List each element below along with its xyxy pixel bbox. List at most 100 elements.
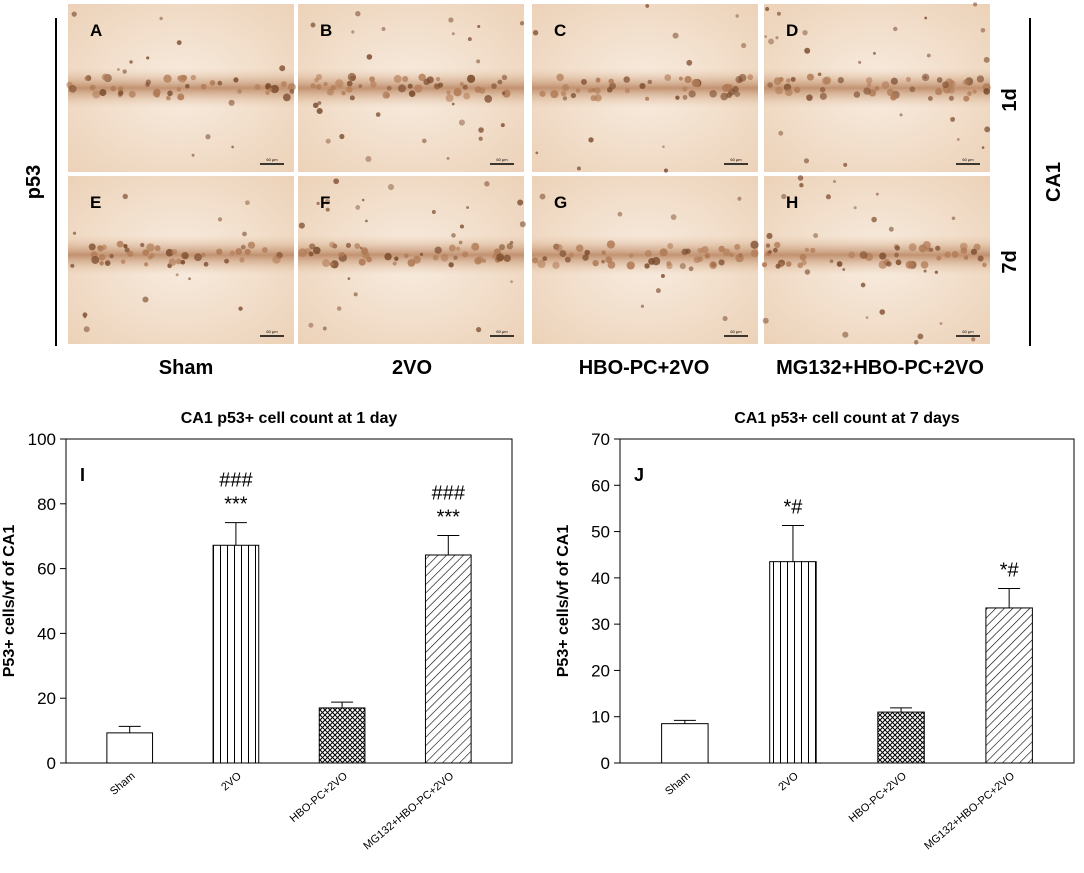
stained-nucleus: [559, 250, 567, 258]
x-tick-label: Sham: [108, 770, 138, 798]
stained-nucleus: [886, 88, 895, 97]
scattered-cell: [588, 137, 594, 143]
stained-nucleus: [84, 76, 90, 81]
stained-nucleus: [265, 90, 270, 95]
scattered-cell: [917, 333, 924, 340]
scattered-cell: [843, 162, 848, 167]
y-tick-label: 0: [601, 754, 610, 773]
stained-nucleus: [778, 77, 784, 82]
stained-nucleus: [905, 260, 914, 269]
stained-nucleus: [774, 241, 781, 249]
stained-nucleus: [797, 262, 804, 269]
significance-marker: *#: [783, 497, 803, 519]
scattered-cell: [279, 65, 286, 72]
scattered-cell: [722, 316, 728, 322]
stained-nucleus: [346, 80, 353, 87]
scattered-cell: [451, 233, 456, 238]
stained-nucleus: [497, 79, 503, 85]
chart-title: CA1 p53+ cell count at 7 days: [734, 410, 960, 427]
stained-nucleus: [315, 84, 322, 90]
scattered-cell: [764, 35, 767, 38]
scattered-cell: [888, 226, 894, 232]
scattered-cell: [448, 17, 454, 23]
stained-nucleus: [628, 253, 634, 259]
stained-nucleus: [784, 88, 793, 97]
scattered-cell: [971, 337, 976, 342]
scattered-cell: [316, 107, 323, 115]
stained-nucleus: [448, 244, 456, 252]
stained-nucleus: [918, 244, 927, 253]
stained-nucleus: [664, 74, 672, 81]
scattered-cell: [564, 256, 571, 263]
stained-nucleus: [127, 250, 134, 257]
stained-nucleus: [453, 88, 462, 97]
panel-letter-d: D: [786, 21, 798, 40]
stained-nucleus: [936, 77, 943, 83]
stained-nucleus: [145, 79, 152, 85]
stained-nucleus: [623, 76, 630, 83]
stained-nucleus: [804, 247, 810, 252]
scattered-cell: [762, 317, 769, 324]
micrograph-d: 60 μm D: [764, 2, 991, 172]
stained-nucleus: [471, 242, 480, 251]
stained-nucleus: [341, 90, 346, 96]
scattered-cell: [310, 22, 316, 28]
stained-nucleus: [532, 257, 539, 264]
stained-nucleus: [799, 253, 807, 261]
stained-nucleus: [308, 251, 314, 257]
stained-nucleus: [244, 248, 251, 256]
scattered-cell: [365, 219, 368, 223]
scattered-cell: [453, 255, 458, 261]
scattered-cell: [336, 306, 342, 311]
stained-nucleus: [908, 243, 917, 252]
stained-nucleus: [667, 243, 674, 249]
bar-sham: [106, 732, 154, 764]
scattered-cell: [899, 113, 903, 117]
stained-nucleus: [116, 240, 124, 248]
scattered-cell: [660, 274, 665, 279]
panel-letter-j: J: [634, 465, 644, 485]
stained-nucleus: [167, 90, 173, 96]
micrograph-f: 60 μm F: [298, 176, 526, 344]
stained-nucleus: [289, 89, 295, 94]
stained-nucleus: [801, 260, 807, 266]
significance-marker: ###: [432, 483, 466, 505]
stained-nucleus: [806, 94, 813, 101]
scattered-cell: [519, 221, 526, 228]
stained-nucleus: [607, 87, 613, 93]
stained-nucleus: [765, 243, 771, 248]
stained-nucleus: [810, 247, 816, 254]
stained-nucleus: [537, 259, 546, 269]
stained-nucleus: [335, 79, 344, 88]
scattered-cell: [122, 193, 128, 200]
stained-nucleus: [976, 75, 985, 83]
stained-nucleus: [177, 93, 185, 101]
scattered-cell: [842, 331, 849, 338]
scattered-cell: [984, 126, 991, 133]
stained-nucleus: [948, 80, 956, 88]
stained-nucleus: [648, 257, 656, 265]
stained-nucleus: [146, 243, 155, 252]
x-tick-label: 2VO: [776, 770, 801, 794]
panel-letter-g: G: [554, 193, 567, 212]
stained-nucleus: [552, 261, 560, 269]
scattered-cell: [829, 259, 834, 264]
stained-nucleus: [729, 252, 734, 258]
stained-nucleus: [608, 78, 614, 85]
stained-nucleus: [793, 86, 801, 93]
scattered-cell: [775, 36, 779, 40]
scattered-cell: [672, 32, 679, 39]
stained-nucleus: [309, 243, 316, 250]
stained-nucleus: [432, 254, 439, 261]
stained-nucleus: [423, 78, 430, 86]
plot-frame: [619, 438, 1075, 764]
scale-bar-label: 60 μm: [962, 157, 974, 162]
stained-nucleus: [626, 261, 635, 270]
scattered-cell: [205, 134, 211, 140]
scattered-cell: [645, 4, 650, 8]
y-axis-label: P53+ cells/vf of CA1: [1, 525, 18, 678]
scattered-cell: [129, 60, 133, 64]
stained-nucleus: [568, 252, 574, 258]
stained-nucleus: [675, 95, 680, 100]
panel-letter-b: B: [320, 21, 332, 40]
